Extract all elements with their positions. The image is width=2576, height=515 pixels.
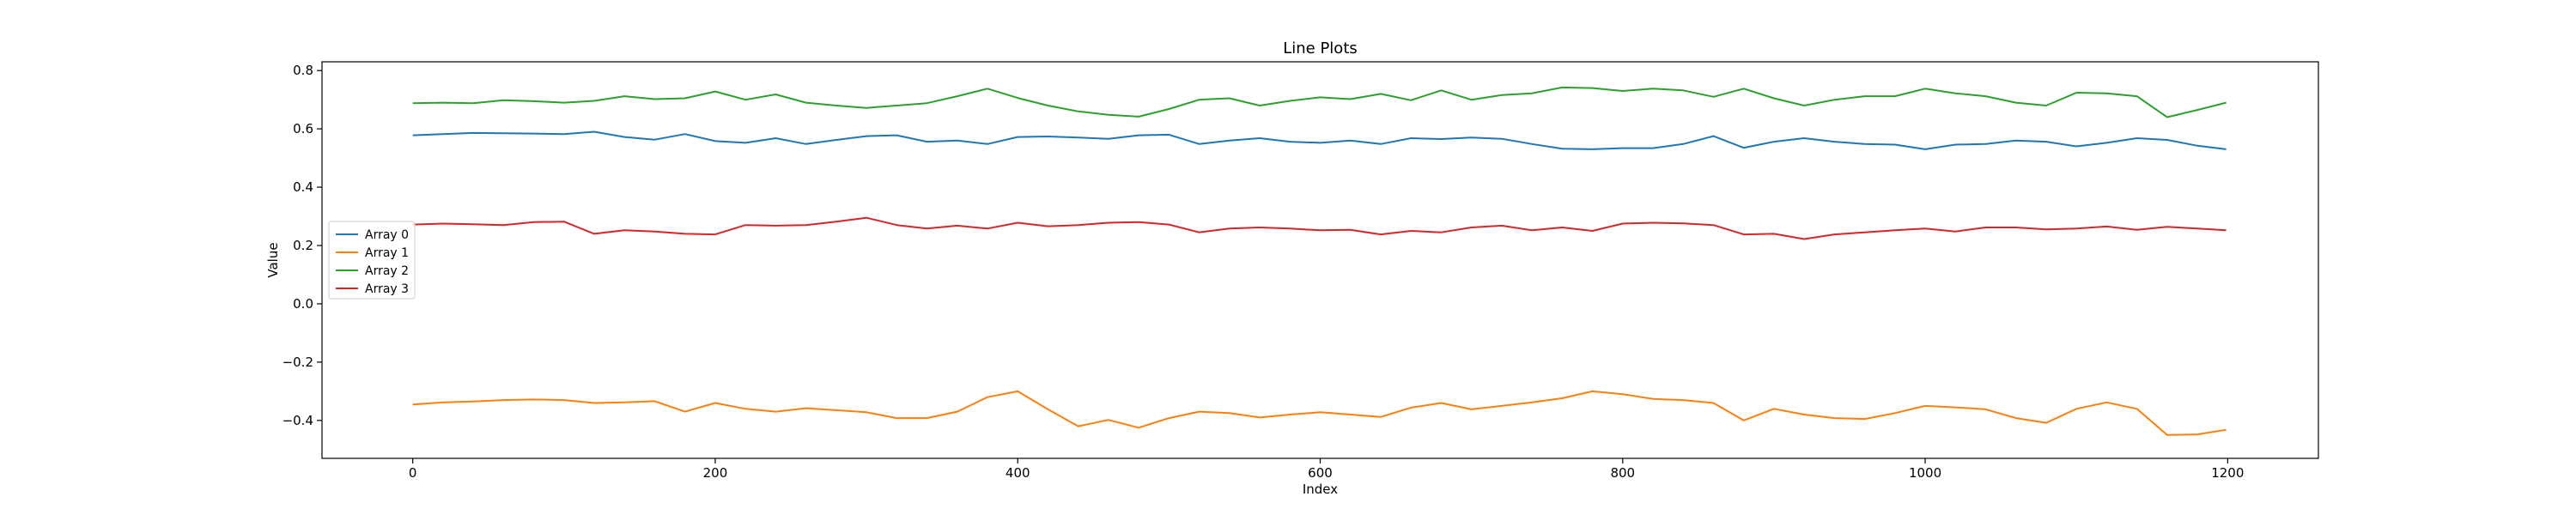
y-tick-label: −0.4: [283, 413, 313, 428]
x-tick-label: 1000: [1909, 465, 1941, 481]
y-axis-label: Value: [265, 242, 281, 277]
chart-title: Line Plots: [1283, 39, 1358, 58]
y-tick-label: 0.6: [293, 121, 313, 136]
series-line-array-2: [412, 86, 2227, 118]
series-line-array-0: [412, 130, 2227, 150]
y-tick-label: 0.8: [293, 63, 313, 78]
x-tick-label: 800: [1610, 465, 1635, 481]
plot-area-frame: [321, 61, 2319, 459]
series-line-array-1: [412, 390, 2227, 436]
x-axis-label: Index: [1303, 482, 1338, 497]
x-tick-label: 1200: [2211, 465, 2244, 481]
y-axis: −0.4 −0.2 0.0 0.2 0.4 0.6 0.8: [283, 63, 322, 428]
y-tick-label: 0.0: [293, 296, 313, 312]
series-line-array-3: [412, 216, 2227, 240]
legend-label: Array 3: [365, 282, 409, 296]
legend-label: Array 2: [365, 264, 409, 278]
y-tick-label: 0.2: [293, 238, 313, 253]
x-tick-label: 0: [409, 465, 417, 481]
legend-label: Array 0: [365, 228, 409, 242]
legend-label: Array 1: [365, 246, 409, 260]
y-tick-label: −0.2: [283, 354, 313, 370]
legend-box: [328, 221, 416, 300]
x-axis: 0 200 400 600 800 1000 1200: [409, 458, 2244, 481]
series-lines: [412, 86, 2227, 436]
x-tick-label: 600: [1308, 465, 1333, 481]
legend: Array 0 Array 1 Array 2 Array 3: [328, 221, 416, 300]
x-tick-label: 200: [703, 465, 728, 481]
y-tick-label: 0.4: [293, 179, 313, 195]
x-tick-label: 400: [1005, 465, 1030, 481]
